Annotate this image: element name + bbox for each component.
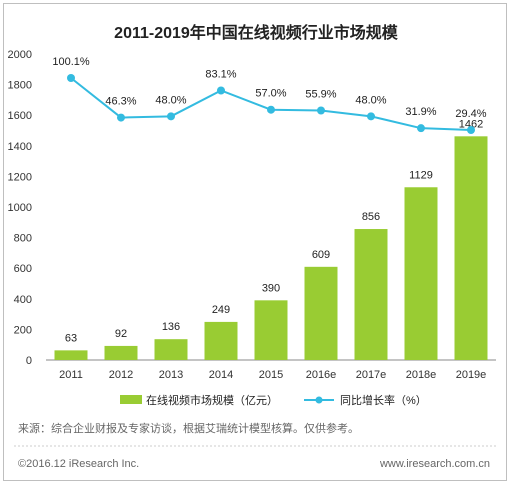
bar-value-label: 1462 xyxy=(459,118,483,130)
bar-value-label: 390 xyxy=(262,282,280,294)
chart-title: 2011-2019年中国在线视频行业市场规模 xyxy=(114,23,399,42)
growth-value-label: 83.1% xyxy=(205,69,236,81)
growth-point-2017e xyxy=(367,112,375,121)
legend-bar-label: 在线视频市场规模（亿元） xyxy=(146,393,278,407)
bar-value-label: 856 xyxy=(362,211,380,223)
legend-bar-swatch xyxy=(120,395,142,404)
y-tick-label: 800 xyxy=(14,233,32,245)
y-tick-label: 2000 xyxy=(8,49,32,61)
bar-value-label: 63 xyxy=(65,332,77,344)
bar-value-label: 136 xyxy=(162,321,180,333)
y-tick-label: 400 xyxy=(14,294,32,306)
growth-point-2011 xyxy=(67,74,75,82)
x-tick-label: 2017e xyxy=(356,369,387,381)
y-tick-label: 600 xyxy=(14,263,32,275)
website-text: www.iresearch.com.cn xyxy=(379,458,490,470)
x-tick-label: 2019e xyxy=(456,369,487,381)
bar-2019e xyxy=(454,136,488,360)
bar-value-label: 92 xyxy=(115,328,127,340)
bar-value-label: 249 xyxy=(212,304,230,316)
growth-value-label: 48.0% xyxy=(355,94,386,106)
bar-2015 xyxy=(254,300,288,360)
growth-point-2018e xyxy=(417,124,425,133)
bar-2013 xyxy=(154,339,188,360)
growth-point-2014 xyxy=(217,86,225,95)
y-tick-label: 0 xyxy=(26,355,32,367)
y-tick-label: 1000 xyxy=(8,202,32,214)
x-tick-label: 2016e xyxy=(306,369,337,381)
x-tick-label: 2011 xyxy=(59,369,83,381)
growth-point-2019e xyxy=(467,126,475,134)
x-tick-label: 2012 xyxy=(109,369,133,381)
x-tick-label: 2014 xyxy=(209,369,233,381)
chart-frame: 2011-2019年中国在线视频行业市场规模 0 200 400 600 800 1000 1… xyxy=(3,3,507,481)
y-tick-label: 1600 xyxy=(8,110,32,122)
growth-value-label: 31.9% xyxy=(405,106,436,118)
x-tick-label: 2018e xyxy=(406,369,437,381)
y-tick-label: 1400 xyxy=(8,141,32,153)
growth-point-2016e xyxy=(317,106,325,115)
bar-value-label: 609 xyxy=(312,249,330,261)
bar-2014 xyxy=(204,321,238,360)
growth-value-label: 48.0% xyxy=(155,94,186,106)
bar-2011 xyxy=(54,350,88,360)
x-tick-label: 2013 xyxy=(159,369,183,381)
growth-value-label: 57.0% xyxy=(255,88,286,100)
bar-2016e xyxy=(304,266,338,360)
copyright-text: ©2016.12 iResearch Inc. xyxy=(18,458,140,470)
growth-point-2015 xyxy=(267,105,275,114)
growth-value-label: 46.3% xyxy=(105,96,136,108)
x-tick-label: 2015 xyxy=(259,369,283,381)
legend-line-marker xyxy=(315,396,323,404)
bar-2012 xyxy=(104,345,138,360)
growth-value-label: 29.4% xyxy=(455,108,486,120)
bar-2017e xyxy=(354,229,388,360)
growth-point-2013 xyxy=(167,112,175,121)
growth-value-label: 55.9% xyxy=(305,89,336,101)
chart-canvas: 2011-2019年中国在线视频行业市场规模 0 200 400 600 800 1000 1… xyxy=(8,23,498,447)
growth-point-2012 xyxy=(117,113,125,122)
y-tick-label: 1800 xyxy=(8,80,32,92)
y-tick-label: 1200 xyxy=(8,171,32,183)
legend-line-label: 同比增长率（%） xyxy=(340,393,427,407)
bar-2018e xyxy=(404,187,438,360)
source-note: 来源：综合企业财报及专家访谈，根据艾瑞统计模型核算。仅供参考。 xyxy=(18,423,359,435)
growth-value-label: 100.1% xyxy=(52,56,90,68)
bar-value-label: 1129 xyxy=(409,169,433,181)
y-tick-label: 200 xyxy=(14,324,32,336)
